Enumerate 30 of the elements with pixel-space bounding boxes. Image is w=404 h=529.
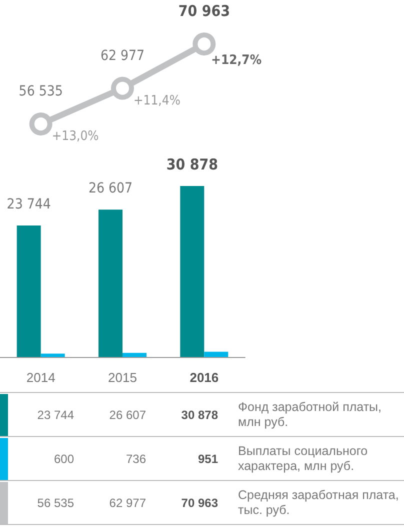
text: +13,0% [52, 129, 99, 144]
data-label: 70 963 [152, 480, 224, 524]
x-tick-label: 2015 [108, 370, 137, 385]
text: 30 878 [166, 156, 218, 174]
text: 70 963 [178, 2, 230, 20]
data-label: 62 977 [80, 480, 152, 524]
data-label: 23 744 [8, 392, 80, 436]
text: 23 744 [6, 196, 51, 213]
x-tick-label: 2016 [190, 370, 219, 385]
bar [16, 226, 41, 357]
data-label: 26 607 [80, 392, 152, 436]
annotation: +12,7% [211, 53, 262, 68]
text: Фонд заработной платы, млн руб. [224, 392, 404, 436]
data-label: 736 [80, 436, 152, 480]
bar [180, 186, 204, 357]
data-label: 56 535 [8, 480, 80, 524]
data-label: 30 878 [152, 392, 224, 436]
bar [40, 354, 65, 357]
x-tick-label: 2014 [26, 370, 56, 385]
text: 26 607 [88, 180, 133, 197]
text: 62 977 [100, 48, 145, 64]
bar [204, 352, 228, 357]
data-label: 951 [152, 436, 224, 480]
text: Средняя заработная плата, тыс. руб. [224, 480, 404, 524]
data-label: 600 [8, 436, 80, 480]
text: 56 535 [18, 84, 63, 100]
text: Выплаты социального характера, млн руб. [224, 436, 404, 480]
bar [122, 352, 146, 357]
bar [98, 210, 122, 357]
annotation: +11,4% [134, 93, 180, 108]
